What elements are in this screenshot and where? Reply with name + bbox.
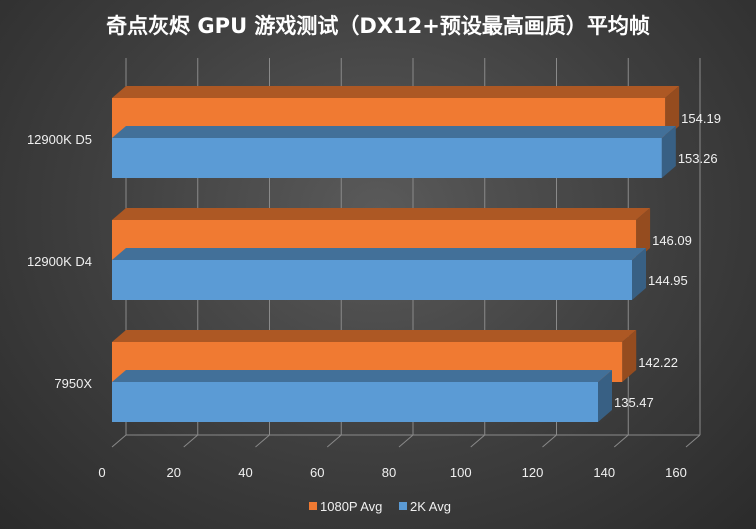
bar-2k-avg — [112, 260, 633, 300]
x-axis-ticks: 0 20 40 60 80 100 120 140 160 — [98, 465, 686, 480]
value-label: 154.19 — [681, 111, 721, 126]
legend-label: 2K Avg — [410, 499, 451, 514]
bar-top-face — [112, 86, 680, 98]
bar-side-face — [622, 330, 637, 382]
x-tick-label: 160 — [665, 465, 687, 480]
category-label: 7950X — [54, 376, 92, 391]
gridline-floor-20 — [183, 434, 199, 448]
bars — [112, 86, 680, 422]
legend-swatch — [309, 502, 317, 510]
x-tick-label: 20 — [167, 465, 181, 480]
bar-top-face — [112, 330, 637, 342]
bar-top-face — [112, 248, 647, 260]
x-tick-label: 60 — [310, 465, 324, 480]
value-label: 153.26 — [678, 151, 718, 166]
bar-2k-avg — [112, 138, 662, 178]
bar-side-face — [636, 208, 651, 260]
gridline-floor-80 — [398, 434, 414, 448]
category-labels: 12900K D5 12900K D4 7950X — [27, 132, 92, 391]
gridline-floor-160 — [685, 434, 701, 448]
bar-top-face — [112, 370, 612, 382]
gridline-floor-140 — [613, 434, 629, 448]
gridline-floor-40 — [255, 434, 270, 448]
chart-title: 奇点灰烬 GPU 游戏测试（DX12+预设最高画质）平均帧 — [106, 14, 650, 38]
legend-swatch — [399, 502, 407, 510]
gridline-floor-60 — [326, 434, 342, 448]
value-label: 135.47 — [614, 395, 654, 410]
x-tick-label: 120 — [522, 465, 544, 480]
bar-side-face — [632, 248, 647, 300]
value-label: 146.09 — [652, 233, 692, 248]
x-tick-label: 140 — [593, 465, 615, 480]
bar-side-face — [597, 370, 612, 422]
x-tick-label: 0 — [98, 465, 105, 480]
category-label: 12900K D5 — [27, 132, 92, 147]
gridline-floor-120 — [542, 434, 557, 448]
bar-2k-avg — [112, 382, 598, 422]
x-tick-label: 80 — [382, 465, 396, 480]
bar-side-face — [665, 86, 680, 138]
value-label: 142.22 — [638, 355, 678, 370]
bar-top-face — [112, 126, 676, 138]
category-label: 12900K D4 — [27, 254, 92, 269]
bar-side-face — [661, 126, 676, 178]
x-tick-label: 100 — [450, 465, 472, 480]
gridline-floor-100 — [470, 434, 486, 448]
value-label: 144.95 — [648, 273, 688, 288]
legend: 1080P Avg 2K Avg — [309, 499, 451, 514]
legend-label: 1080P Avg — [320, 499, 382, 514]
bar-top-face — [112, 208, 651, 220]
gridline-floor-0 — [111, 434, 127, 448]
value-labels: 154.19 153.26 146.09 144.95 142.22 135.47 — [614, 111, 721, 410]
x-tick-label: 40 — [238, 465, 252, 480]
